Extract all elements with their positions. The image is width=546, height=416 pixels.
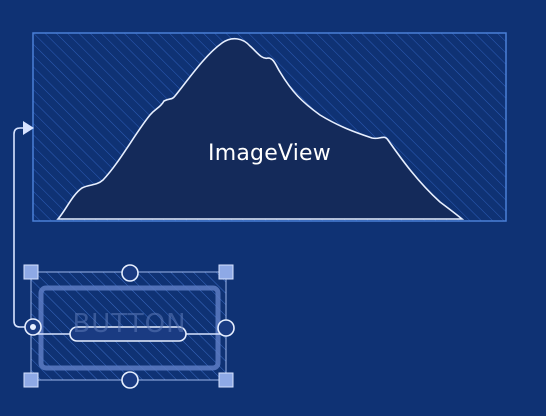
square-handle-icon[interactable] (218, 372, 234, 388)
arrow-right-icon (23, 121, 34, 135)
circle-anchor-icon[interactable] (217, 319, 235, 337)
constraint-anchors[interactable] (24, 264, 235, 389)
resize-handles[interactable] (23, 264, 234, 388)
square-handle-icon[interactable] (23, 264, 39, 280)
square-handle-icon[interactable] (23, 372, 39, 388)
imageview-widget[interactable] (32, 32, 507, 222)
circle-anchor-icon[interactable] (121, 264, 139, 282)
button-widget[interactable] (30, 271, 227, 381)
circle-anchor-icon[interactable] (24, 318, 42, 336)
constraint-connector (13, 121, 34, 328)
square-handle-icon[interactable] (218, 264, 234, 280)
rounded-bar-handle-icon[interactable] (69, 326, 187, 342)
circle-anchor-icon[interactable] (121, 371, 139, 389)
mountain-icon (56, 37, 465, 220)
